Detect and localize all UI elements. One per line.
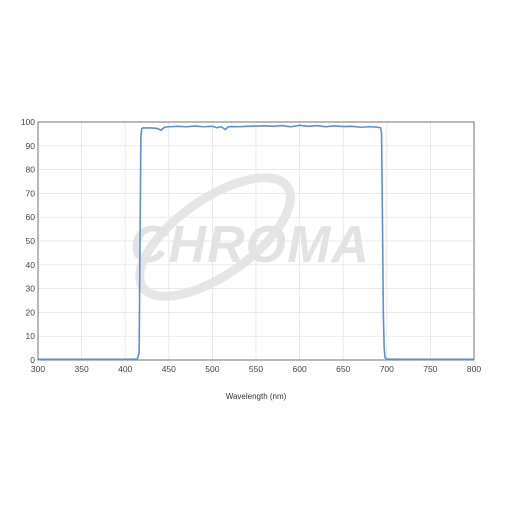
x-tick-label: 650 (336, 364, 350, 374)
x-tick-label: 500 (205, 364, 219, 374)
chroma-logo-watermark: CHROMA (130, 173, 370, 301)
x-axis-ticks: 300 350 400 450 500 550 600 650 700 750 800 (31, 364, 481, 374)
y-tick-label: 20 (26, 307, 36, 317)
y-tick-label: 0 (30, 355, 35, 365)
y-tick-label: 30 (26, 284, 36, 294)
x-tick-label: 800 (467, 364, 481, 374)
chart-grid (37, 121, 475, 361)
x-tick-label: 750 (423, 364, 437, 374)
y-tick-label: 50 (26, 236, 36, 246)
plot-frame (37, 121, 475, 361)
x-tick-label: 450 (162, 364, 176, 374)
y-tick-label: 100 (21, 117, 35, 127)
x-tick-label: 700 (380, 364, 394, 374)
y-tick-label: 60 (26, 212, 36, 222)
y-axis-ticks: 0 10 20 30 40 50 60 70 80 90 100 (21, 117, 35, 365)
transmission-series-line (38, 124, 474, 361)
x-tick-label: 400 (118, 364, 132, 374)
y-tick-label: 90 (26, 141, 36, 151)
x-tick-label: 550 (249, 364, 263, 374)
y-tick-label: 40 (26, 260, 36, 270)
x-tick-label: 300 (31, 364, 45, 374)
y-tick-label: 80 (26, 165, 36, 175)
x-tick-label: 350 (75, 364, 89, 374)
chroma-logo-text: CHROMA (130, 216, 370, 274)
x-axis-title: Wavelength (nm) (226, 392, 287, 401)
x-tick-label: 600 (293, 364, 307, 374)
y-tick-label: 10 (26, 331, 36, 341)
y-tick-label: 70 (26, 188, 36, 198)
